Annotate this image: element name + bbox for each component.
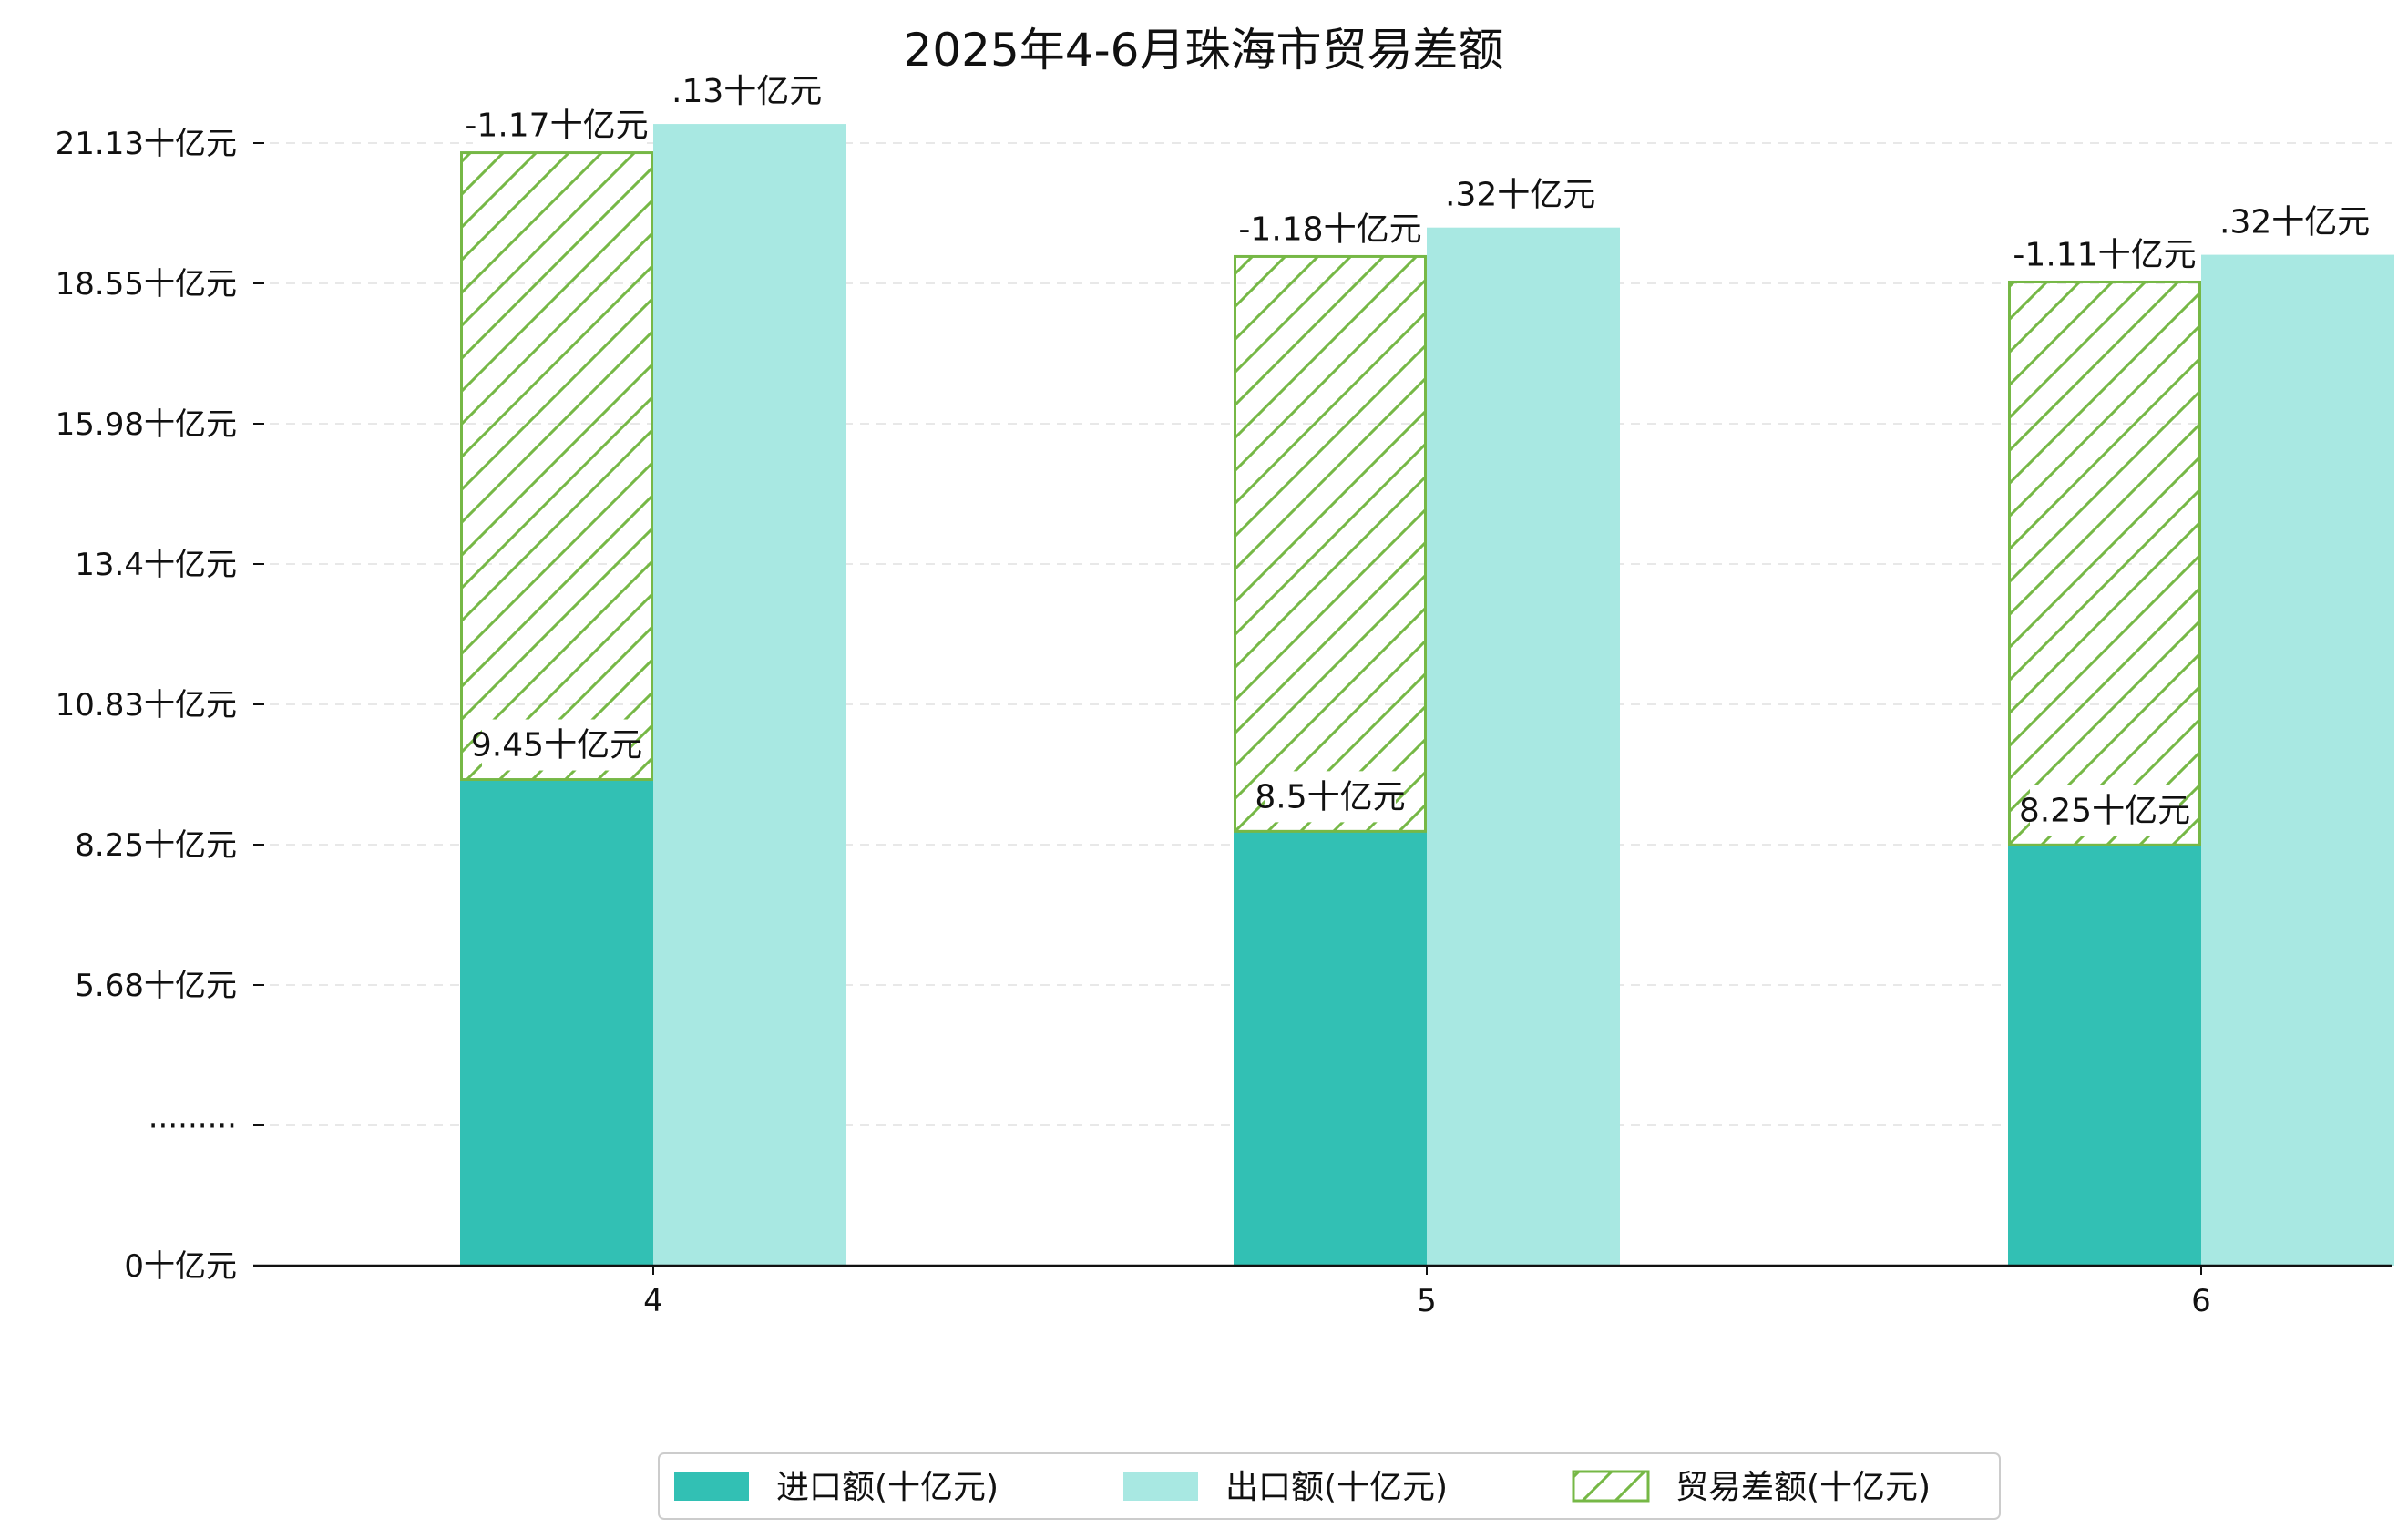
x-tick-label: 6 bbox=[2191, 1283, 2211, 1319]
data-label: .13十亿元 bbox=[671, 73, 822, 110]
data-label-bg bbox=[473, 99, 640, 151]
data-label: -1.11十亿元 bbox=[2013, 236, 2196, 273]
bar-export-4 bbox=[653, 124, 846, 1266]
bar-import-5 bbox=[1234, 831, 1427, 1266]
bar-import-6 bbox=[2008, 845, 2201, 1266]
legend-label: 出口额(十亿元) bbox=[1225, 1469, 1448, 1506]
data-label-bg bbox=[2030, 785, 2179, 836]
data-labels-group: 9.45十亿元 -1.17十亿元 .13十亿元 8.5十亿元 -1.18十亿元 .32十亿… bbox=[465, 66, 2370, 836]
data-label-bg bbox=[1246, 203, 1414, 255]
y-tick-label: 18.55十亿元 bbox=[56, 266, 237, 303]
axes-group: 0十亿元 ········· 5.68十亿元 8.25十亿元 10.83十亿元 13.4十… bbox=[56, 126, 2392, 1319]
legend-label: 贸易差额(十亿元) bbox=[1675, 1469, 1931, 1506]
chart-title: 2025年4-6月珠海市贸易差额 bbox=[904, 24, 1504, 77]
data-label: .32十亿元 bbox=[1445, 177, 1595, 214]
legend-label: 进口额(十亿元) bbox=[776, 1469, 999, 1506]
bar-export-6 bbox=[2201, 254, 2394, 1266]
bar-balance-4 bbox=[460, 151, 653, 782]
legend-swatch bbox=[1572, 1470, 1650, 1503]
y-tick-label: 13.4十亿元 bbox=[75, 547, 237, 583]
y-tick-label: 21.13十亿元 bbox=[56, 126, 237, 162]
data-label: -1.18十亿元 bbox=[1238, 210, 1421, 248]
data-label-bg bbox=[1434, 169, 1565, 221]
x-tick-label: 5 bbox=[1417, 1283, 1437, 1319]
bar-export-5 bbox=[1427, 227, 1620, 1267]
legend-swatch bbox=[1123, 1472, 1198, 1501]
data-label: 9.45十亿元 bbox=[471, 727, 642, 764]
y-tick-label: 5.68十亿元 bbox=[75, 968, 237, 1004]
legend-swatch bbox=[674, 1472, 749, 1501]
y-tick-label: 10.83十亿元 bbox=[56, 687, 237, 723]
data-label: 8.5十亿元 bbox=[1255, 778, 1405, 816]
data-label: 8.25十亿元 bbox=[2019, 792, 2190, 829]
y-tick-label: ········· bbox=[149, 1108, 237, 1144]
y-tick-label: 15.98十亿元 bbox=[56, 406, 237, 443]
y-tick-label: 0十亿元 bbox=[124, 1248, 237, 1285]
data-label: -1.17十亿元 bbox=[465, 108, 648, 145]
data-label-bg bbox=[482, 719, 631, 771]
bar-balance-6 bbox=[2008, 280, 2201, 846]
bars-group bbox=[460, 124, 2394, 1267]
data-label-bg bbox=[2021, 229, 2188, 281]
bar-import-4 bbox=[460, 779, 653, 1266]
y-tick-label: 8.25十亿元 bbox=[75, 827, 237, 864]
legend: 进口额(十亿元) 出口额(十亿元) 贸易差额(十亿元) bbox=[658, 1452, 2001, 1520]
data-label-bg bbox=[1265, 771, 1396, 823]
data-label-bg bbox=[661, 66, 792, 118]
legend-frame bbox=[658, 1452, 2001, 1520]
data-label: .32十亿元 bbox=[2219, 204, 2370, 241]
data-label-bg bbox=[2208, 196, 2340, 248]
bar-balance-5 bbox=[1234, 254, 1427, 833]
x-tick-label: 4 bbox=[643, 1283, 663, 1319]
